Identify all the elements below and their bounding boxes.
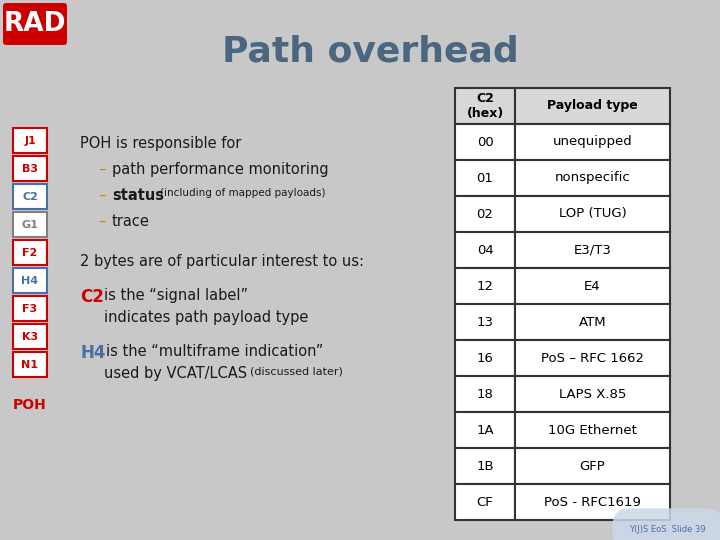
Bar (515, 484, 670, 520)
Bar (13, 156, 47, 181)
Text: 16: 16 (477, 352, 493, 365)
Bar (455, 376, 515, 412)
Bar (13, 296, 47, 321)
Text: H4: H4 (22, 275, 39, 286)
Bar (455, 268, 515, 304)
Text: 02: 02 (477, 207, 493, 220)
Text: ATM: ATM (579, 315, 606, 328)
Text: (including of mapped payloads): (including of mapped payloads) (160, 188, 325, 198)
Bar (515, 160, 670, 196)
Bar (13, 268, 47, 293)
Text: N1: N1 (22, 360, 38, 369)
Text: B3: B3 (22, 164, 38, 173)
FancyBboxPatch shape (3, 3, 67, 45)
Bar (455, 448, 515, 484)
Text: –: – (98, 188, 105, 203)
Bar (455, 196, 515, 232)
Bar (455, 124, 515, 160)
Text: 13: 13 (477, 315, 493, 328)
Bar (515, 196, 670, 232)
Text: is the “multiframe indication”: is the “multiframe indication” (106, 344, 323, 359)
Text: H4: H4 (80, 344, 106, 362)
Text: 10G Ethernet: 10G Ethernet (548, 423, 637, 436)
Text: 1A: 1A (476, 423, 494, 436)
Text: CF: CF (477, 496, 493, 509)
Text: 04: 04 (477, 244, 493, 256)
Text: is the “signal label”: is the “signal label” (104, 288, 248, 303)
Bar (13, 128, 47, 153)
Text: indicates path payload type: indicates path payload type (104, 310, 308, 325)
Bar (13, 324, 47, 349)
Text: (discussed later): (discussed later) (250, 366, 343, 376)
Text: C2
(hex): C2 (hex) (467, 91, 503, 120)
Bar (455, 160, 515, 196)
Bar (455, 484, 515, 520)
Text: E4: E4 (584, 280, 600, 293)
Bar (515, 448, 670, 484)
Text: Path overhead: Path overhead (222, 35, 518, 69)
Text: E3/T3: E3/T3 (574, 244, 611, 256)
Bar (13, 352, 47, 377)
Text: path performance monitoring: path performance monitoring (112, 162, 328, 177)
Text: PoS - RFC1619: PoS - RFC1619 (544, 496, 641, 509)
Text: K3: K3 (22, 332, 38, 341)
Bar (515, 268, 670, 304)
Text: 00: 00 (477, 136, 493, 148)
Bar (455, 232, 515, 268)
Text: nonspecific: nonspecific (554, 172, 631, 185)
Text: 2 bytes are of particular interest to us:: 2 bytes are of particular interest to us… (80, 254, 364, 269)
Bar (455, 304, 515, 340)
Text: LOP (TUG): LOP (TUG) (559, 207, 626, 220)
Bar (455, 340, 515, 376)
Text: F3: F3 (22, 303, 37, 314)
Text: C2: C2 (80, 288, 104, 306)
Text: status: status (112, 188, 164, 203)
Text: J1: J1 (24, 136, 36, 145)
Text: POH: POH (13, 398, 47, 412)
Text: 12: 12 (477, 280, 493, 293)
Bar (515, 340, 670, 376)
Text: RAD: RAD (4, 11, 66, 37)
Bar (515, 232, 670, 268)
Text: PoS – RFC 1662: PoS – RFC 1662 (541, 352, 644, 365)
Text: POH is responsible for: POH is responsible for (80, 136, 241, 151)
Bar (13, 184, 47, 209)
Bar (515, 412, 670, 448)
Text: G1: G1 (22, 219, 38, 230)
Text: GFP: GFP (580, 460, 606, 472)
Bar (515, 376, 670, 412)
Text: Y(J)S EoS  Slide 39: Y(J)S EoS Slide 39 (629, 525, 706, 534)
Text: trace: trace (112, 214, 150, 229)
Text: LAPS X.85: LAPS X.85 (559, 388, 626, 401)
Text: F2: F2 (22, 247, 37, 258)
Text: 18: 18 (477, 388, 493, 401)
Text: 01: 01 (477, 172, 493, 185)
Text: C2: C2 (22, 192, 38, 201)
Text: unequipped: unequipped (553, 136, 632, 148)
Bar (515, 304, 670, 340)
Text: Payload type: Payload type (547, 99, 638, 112)
Text: used by VCAT/LCAS: used by VCAT/LCAS (104, 366, 247, 381)
Bar (455, 88, 515, 124)
Bar (515, 124, 670, 160)
Bar (455, 412, 515, 448)
Bar (515, 88, 670, 124)
Text: –: – (98, 162, 105, 177)
Bar (13, 212, 47, 237)
Text: 1B: 1B (476, 460, 494, 472)
Bar (13, 240, 47, 265)
Text: –: – (98, 214, 105, 229)
